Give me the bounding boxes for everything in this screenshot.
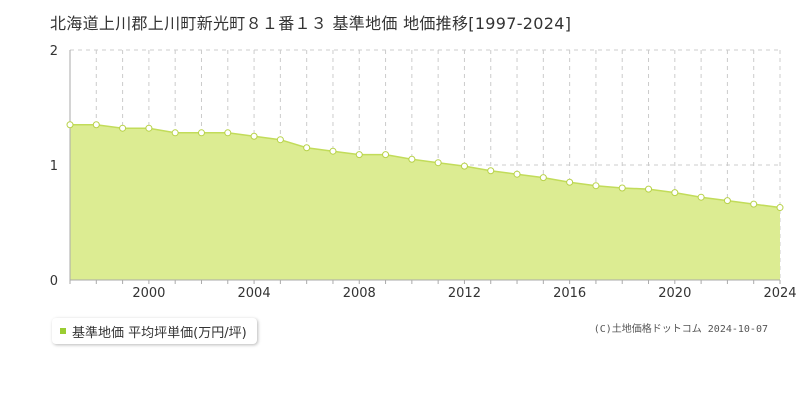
data-point xyxy=(645,185,653,193)
data-point xyxy=(671,189,679,197)
data-point xyxy=(434,159,442,167)
data-point xyxy=(171,129,179,137)
data-point xyxy=(250,132,258,140)
data-point xyxy=(119,124,127,132)
x-tick-label: 2008 xyxy=(343,286,376,301)
x-tick-label: 2004 xyxy=(238,286,271,301)
data-point xyxy=(408,155,416,163)
series-line xyxy=(70,124,781,209)
x-tick-label: 2012 xyxy=(448,286,481,301)
data-point xyxy=(487,167,495,175)
data-point xyxy=(355,151,363,159)
data-point xyxy=(329,147,337,155)
legend-marker xyxy=(60,328,66,334)
data-point xyxy=(92,121,100,129)
y-tick-label: 0 xyxy=(50,274,58,289)
data-point xyxy=(382,151,390,159)
data-point xyxy=(776,204,784,212)
data-point xyxy=(276,136,284,144)
data-point xyxy=(460,162,468,170)
x-tick-label: 2024 xyxy=(763,286,796,301)
x-tick-label: 2000 xyxy=(132,286,165,301)
x-tick-label: 2020 xyxy=(658,286,691,301)
data-point xyxy=(66,121,74,129)
legend: 基準地価 平均坪単価(万円/坪) xyxy=(52,318,257,344)
x-tick-label: 2016 xyxy=(553,286,586,301)
data-point xyxy=(303,144,311,152)
data-point xyxy=(750,200,758,208)
y-tick-label: 2 xyxy=(50,44,58,59)
data-point xyxy=(145,124,153,132)
data-point xyxy=(697,193,705,201)
data-point xyxy=(592,182,600,190)
series-area xyxy=(70,124,780,280)
data-point xyxy=(197,129,205,137)
data-point xyxy=(224,129,232,137)
data-point xyxy=(618,184,626,192)
y-tick-label: 1 xyxy=(50,159,58,174)
chart-title: 北海道上川郡上川町新光町８１番１３ 基準地価 地価推移[1997-2024] xyxy=(50,14,572,33)
data-point xyxy=(539,174,547,182)
data-point xyxy=(513,170,521,178)
legend-label: 基準地価 平均坪単価(万円/坪) xyxy=(72,325,247,341)
data-point xyxy=(566,178,574,186)
copyright-text: (C)土地価格ドットコム 2024-10-07 xyxy=(593,324,768,335)
data-point xyxy=(723,197,731,205)
